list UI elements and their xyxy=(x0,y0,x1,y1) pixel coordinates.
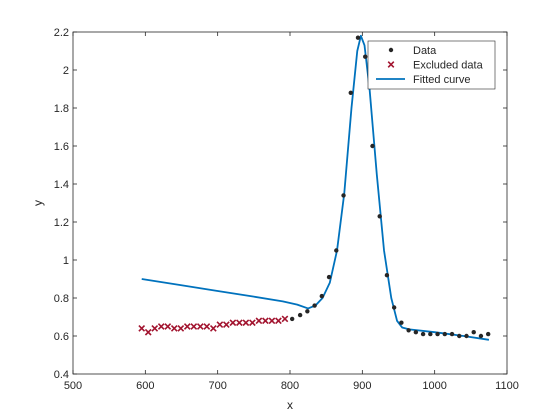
legend-label: Data xyxy=(413,45,437,57)
data-point xyxy=(485,331,491,337)
legend: Data Excluded data Fitted curve xyxy=(367,40,496,90)
data-point xyxy=(420,331,426,337)
excluded-point xyxy=(275,317,282,325)
data-point xyxy=(442,331,447,337)
y-tick-label: 1.2 xyxy=(54,217,69,229)
excluded-point xyxy=(242,319,250,327)
excluded-point xyxy=(144,328,152,336)
legend-label: Excluded data xyxy=(413,60,484,72)
excluded-point xyxy=(183,323,191,330)
excluded-point xyxy=(262,317,269,325)
x-tick-label: 800 xyxy=(281,380,299,392)
data-point xyxy=(289,316,295,322)
excluded-point xyxy=(164,323,172,330)
data-point xyxy=(363,54,368,59)
excluded-point xyxy=(387,61,395,68)
y-tick-label: 2 xyxy=(63,65,69,77)
x-tick-label: 700 xyxy=(208,380,226,392)
data-point xyxy=(478,333,484,339)
x-tick-label: 1100 xyxy=(495,380,519,392)
data-point xyxy=(384,273,390,278)
excluded-point xyxy=(196,323,204,330)
y-axis-label: y xyxy=(31,200,45,206)
x-tick-label: 900 xyxy=(353,380,371,392)
excluded-point xyxy=(216,321,224,328)
excluded-point xyxy=(177,325,185,332)
data-point xyxy=(370,143,375,149)
data-point xyxy=(326,274,332,280)
data-point xyxy=(391,305,397,310)
y-tick-label: 1.4 xyxy=(54,179,69,191)
y-tick-label: 2.2 xyxy=(54,27,69,39)
series-fitted-curve xyxy=(141,34,490,341)
data-point xyxy=(388,47,394,53)
y-tick-label: 1 xyxy=(63,255,69,267)
data-point xyxy=(457,333,462,339)
data-point xyxy=(464,333,469,339)
data-point xyxy=(471,330,476,335)
data-point xyxy=(449,331,455,337)
data-point xyxy=(413,330,419,335)
data-point xyxy=(334,248,339,253)
data-point xyxy=(428,331,433,337)
excluded-point xyxy=(222,321,230,328)
data-point xyxy=(319,293,325,299)
y-tick-label: 1.6 xyxy=(54,141,69,153)
fitted-curve-line xyxy=(141,34,490,341)
data-point xyxy=(377,214,382,219)
excluded-point xyxy=(229,319,237,327)
y-tick-label: 0.8 xyxy=(54,293,69,305)
excluded-point xyxy=(236,319,243,327)
data-point xyxy=(297,312,303,318)
data-point xyxy=(435,331,440,337)
excluded-point xyxy=(190,323,198,330)
x-axis-label: x xyxy=(287,398,293,412)
x-tick-label: 600 xyxy=(136,380,154,392)
excluded-point xyxy=(138,325,146,332)
data-point xyxy=(355,35,361,40)
excluded-point xyxy=(157,323,165,330)
y-tick-label: 0.6 xyxy=(54,331,69,343)
excluded-point xyxy=(170,325,178,332)
excluded-point xyxy=(281,315,289,323)
y-tick-label: 1.8 xyxy=(54,103,69,115)
excluded-point xyxy=(151,325,159,332)
data-point xyxy=(341,193,346,198)
excluded-point xyxy=(249,319,256,327)
data-point xyxy=(399,320,404,325)
data-point xyxy=(406,328,411,333)
x-tick-label: 500 xyxy=(64,380,82,392)
data-point xyxy=(305,309,310,314)
excluded-point xyxy=(209,325,217,332)
excluded-point xyxy=(268,317,276,325)
series-data xyxy=(289,35,491,339)
series-excluded-data xyxy=(138,315,289,336)
excluded-point xyxy=(255,317,263,325)
excluded-point xyxy=(203,323,211,330)
data-point xyxy=(348,90,353,96)
data-point xyxy=(312,303,317,308)
x-tick-label: 1000 xyxy=(422,380,446,392)
legend-label: Fitted curve xyxy=(413,74,470,86)
y-tick-label: 0.4 xyxy=(54,369,69,381)
